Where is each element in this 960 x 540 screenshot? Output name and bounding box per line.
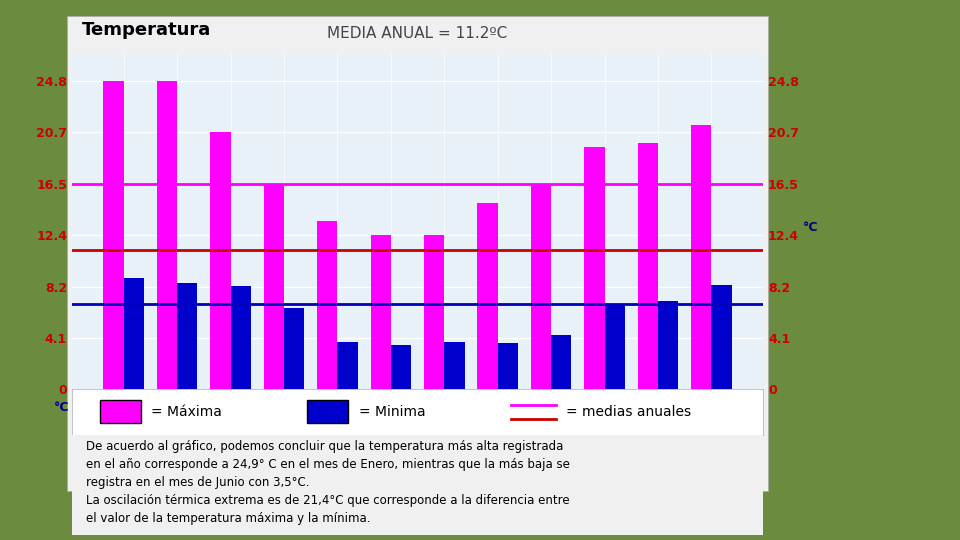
Bar: [178, 284, 198, 389]
Y-axis label: °C: °C: [803, 221, 818, 234]
Bar: [637, 143, 658, 389]
Bar: [338, 342, 358, 389]
Bar: [585, 147, 605, 389]
Bar: [284, 308, 304, 389]
Bar: [317, 221, 338, 389]
Text: °C: °C: [55, 401, 70, 414]
Bar: [264, 184, 284, 389]
Text: MEDIA ANUAL = 11.2ºC: MEDIA ANUAL = 11.2ºC: [327, 25, 508, 40]
Bar: [605, 305, 625, 389]
Bar: [104, 82, 124, 389]
FancyBboxPatch shape: [100, 400, 141, 423]
Bar: [210, 132, 230, 389]
Bar: [444, 342, 465, 389]
Bar: [391, 346, 411, 389]
Bar: [497, 343, 518, 389]
Bar: [691, 125, 711, 389]
Bar: [551, 335, 571, 389]
Bar: [424, 235, 444, 389]
Bar: [658, 301, 679, 389]
Text: De acuerdo al gráfico, podemos concluir que la temperatura más alta registrada
e: De acuerdo al gráfico, podemos concluir …: [85, 440, 569, 525]
Bar: [156, 82, 178, 389]
Bar: [371, 235, 391, 389]
Bar: [477, 203, 497, 389]
FancyBboxPatch shape: [307, 400, 348, 423]
Text: = medias anuales: = medias anuales: [566, 405, 691, 418]
Bar: [230, 286, 251, 389]
Text: Temperatura: Temperatura: [82, 21, 211, 39]
Bar: [531, 184, 551, 389]
Bar: [711, 285, 732, 389]
Bar: [124, 279, 144, 389]
Text: = Minima: = Minima: [359, 405, 425, 418]
Text: = Máxima: = Máxima: [152, 405, 223, 418]
